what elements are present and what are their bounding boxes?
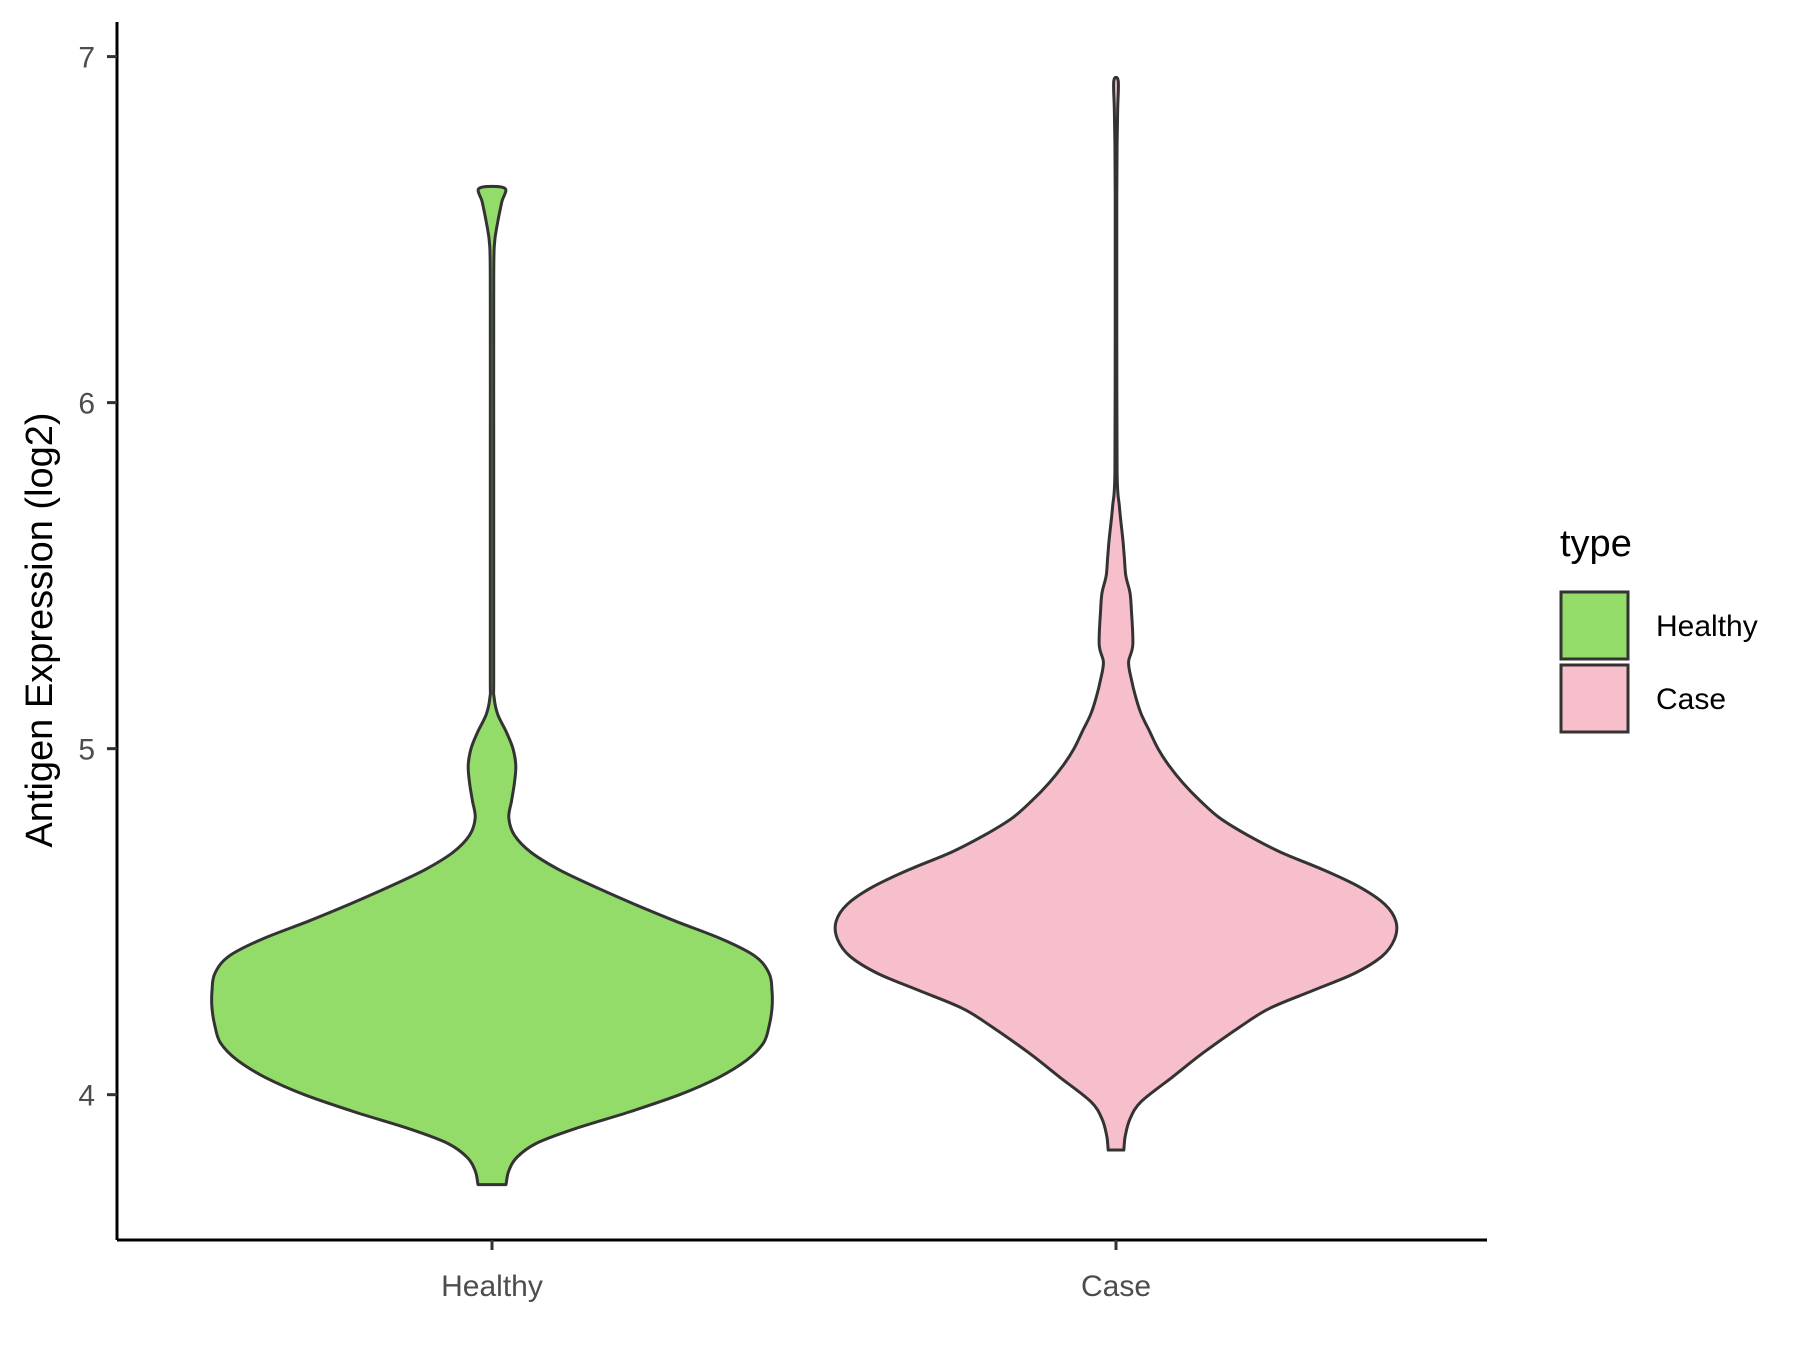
legend-key-healthy xyxy=(1559,590,1630,661)
legend-key-case xyxy=(1559,663,1630,734)
y-tick-label: 5 xyxy=(78,734,95,767)
x-tick-label: Healthy xyxy=(441,1270,543,1303)
violin-healthy xyxy=(210,184,774,1187)
legend-label-healthy: Healthy xyxy=(1656,610,1758,643)
violin-case xyxy=(833,75,1399,1152)
x-axis: Healthy Case xyxy=(117,1238,1487,1303)
y-axis-title: Antigen Expression (log2) xyxy=(19,412,61,847)
y-axis: 4 5 6 7 xyxy=(78,22,119,1240)
violin-layer xyxy=(210,75,1399,1187)
y-tick-label: 4 xyxy=(78,1080,95,1113)
x-tick-label: Case xyxy=(1081,1270,1151,1303)
y-tick-label: 7 xyxy=(78,42,95,75)
legend-title: type xyxy=(1560,523,1632,565)
legend-label-case: Case xyxy=(1656,683,1726,716)
legend: type Healthy Case xyxy=(1559,523,1758,734)
y-tick-label: 6 xyxy=(78,388,95,421)
